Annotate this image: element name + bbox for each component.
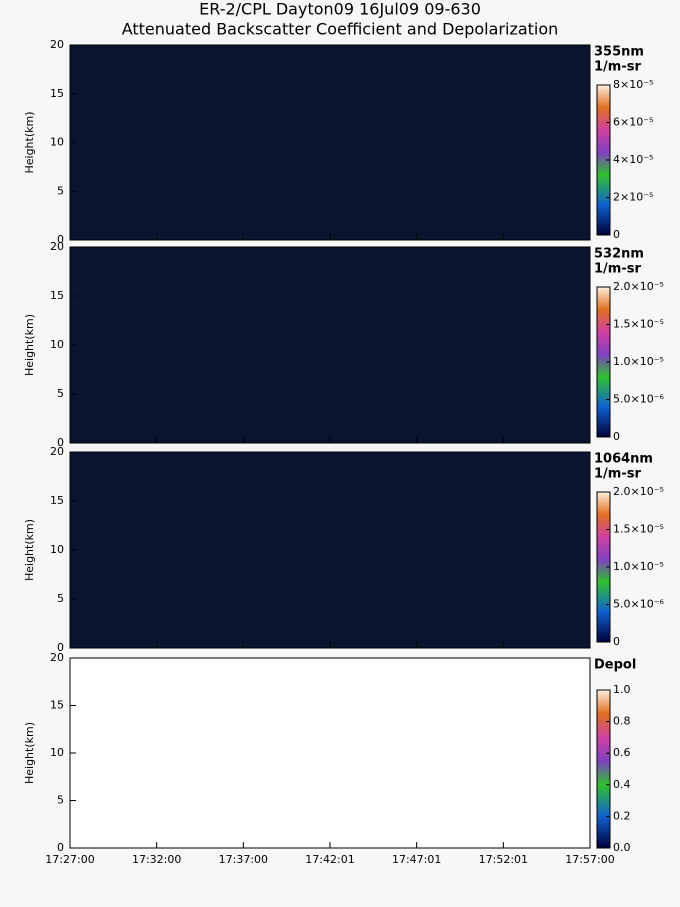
chart-subtitle: Attenuated Backscatter Coefficient and D… [122,20,559,39]
x-tick-label: 17:47:01 [392,853,441,866]
colorbar-tick-label: 1.5×10⁻⁵ [613,318,664,331]
colorbar-tick-label: 0 [613,635,620,648]
plot-area [69,44,591,241]
colorbar-label: 1064nm [594,452,653,467]
x-tick-label: 17:32:00 [132,853,181,866]
x-tick-label: 17:42:01 [305,853,354,866]
y-axis-label: Height(km) [23,519,36,581]
y-tick-label: 5 [57,387,64,400]
colorbar-tick-label: 5.0×10⁻⁶ [613,393,665,406]
y-tick-label: 20 [50,651,64,664]
colorbar-label: 355nm [594,45,644,60]
colorbar-tick-label: 4×10⁻⁵ [613,153,653,166]
y-axis-label: Height(km) [23,314,36,376]
y-tick-label: 0 [57,436,64,449]
y-tick-label: 10 [50,746,64,759]
colorbar-tick-label: 0.2 [613,809,631,822]
colorbar-tick-label: 1.0 [613,683,631,696]
y-tick-label: 5 [57,592,64,605]
x-tick-label: 17:37:00 [219,853,268,866]
colorbar-tick-label: 0 [613,228,620,241]
y-tick-label: 10 [50,136,64,149]
colorbar-tick-label: 0.0 [613,841,631,854]
colorbar-label: 532nm [594,247,644,262]
colorbar-tick-label: 0.4 [613,778,631,791]
y-tick-label: 15 [50,494,64,507]
colorbar-tick-label: 6×10⁻⁵ [613,116,653,129]
plot-area [69,657,591,849]
x-tick-label: 17:57:00 [565,853,614,866]
y-tick-label: 0 [57,233,64,246]
colorbar-tick-label: 8×10⁻⁵ [613,78,653,91]
colorbar-tick-label: 0 [613,430,620,443]
y-tick-label: 20 [50,240,64,253]
y-tick-label: 0 [57,641,64,654]
y-axis-label: Height(km) [23,111,36,173]
y-tick-label: 5 [57,794,64,807]
plot-area [69,246,591,444]
colorbar-tick-label: 2.0×10⁻⁵ [613,280,664,293]
y-tick-label: 10 [50,338,64,351]
colorbar-tick-label: 1.5×10⁻⁵ [613,523,664,536]
y-axis-label: Height(km) [23,722,36,784]
y-tick-label: 10 [50,543,64,556]
x-tick-label: 17:27:00 [45,853,94,866]
y-tick-label: 5 [57,184,64,197]
colorbar-label: 1/m-sr [594,467,641,482]
chart-title: ER-2/CPL Dayton09 16Jul09 09-630 [199,0,481,19]
y-tick-label: 20 [50,445,64,458]
x-tick-label: 17:52:01 [479,853,528,866]
colorbar-tick-label: 1.0×10⁻⁵ [613,355,664,368]
colorbar-tick-label: 2×10⁻⁵ [613,191,653,204]
colorbar-tick-label: 5.0×10⁻⁶ [613,598,665,611]
y-tick-label: 0 [57,841,64,854]
colorbar-tick-label: 0.8 [613,715,631,728]
colorbar-label: Depol [594,658,636,673]
colorbar-tick-label: 1.0×10⁻⁵ [613,560,664,573]
y-tick-label: 15 [50,289,64,302]
plot-area [69,451,591,649]
colorbar-label: 1/m-sr [594,262,641,277]
colorbar-tick-label: 0.6 [613,746,631,759]
colorbar-label: 1/m-sr [594,60,641,75]
y-tick-label: 15 [50,87,64,100]
y-tick-label: 20 [50,38,64,51]
y-tick-label: 15 [50,699,64,712]
colorbar-tick-label: 2.0×10⁻⁵ [613,485,664,498]
colorbar [596,689,611,849]
